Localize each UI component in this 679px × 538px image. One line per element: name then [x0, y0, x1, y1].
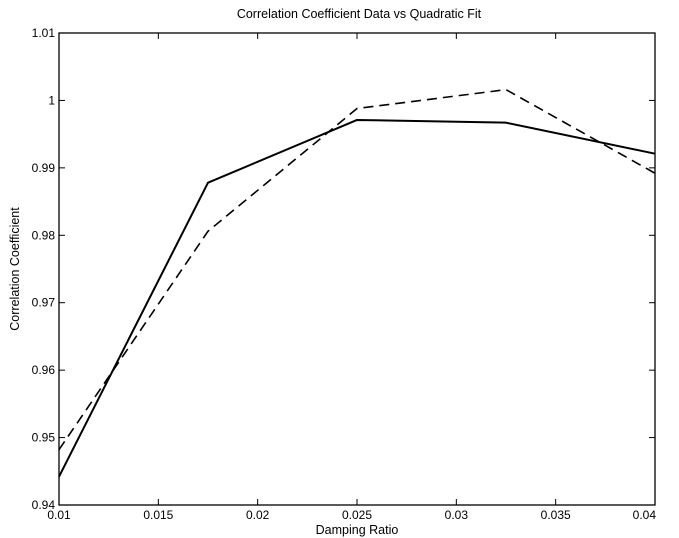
- chart-title: Correlation Coefficient Data vs Quadrati…: [237, 7, 482, 21]
- y-tick-label: 0.97: [32, 296, 56, 310]
- axis-ticks: 0.01 0.015 0.02 0.025 0.03 0.035 0.04 0.94 0.95 0…: [32, 26, 657, 522]
- y-tick-label: 1: [48, 93, 55, 107]
- y-tick-label: 0.94: [32, 498, 56, 512]
- x-tick-label: 0.025: [342, 508, 372, 522]
- x-tick-label: 0.02: [246, 508, 270, 522]
- dashed-series-line: [58, 88, 656, 451]
- x-axis-title: Damping Ratio: [316, 523, 399, 537]
- solid-series-line: [58, 118, 656, 478]
- y-tick-label: 0.98: [32, 228, 56, 242]
- plot-area: [58, 32, 656, 506]
- y-tick-label: 0.95: [32, 431, 56, 445]
- x-tick-label: 0.035: [541, 508, 571, 522]
- y-tick-label: 0.96: [32, 363, 56, 377]
- x-tick-label: 0.01: [47, 508, 71, 522]
- y-tick-label: 0.99: [32, 161, 56, 175]
- series-layer: [58, 88, 656, 478]
- x-tick-label: 0.015: [143, 508, 173, 522]
- y-axis-title: Correlation Coefficient: [8, 207, 22, 331]
- x-tick-label: 0.04: [633, 508, 657, 522]
- y-tick-label: 1.01: [32, 26, 56, 40]
- x-tick-label: 0.03: [445, 508, 469, 522]
